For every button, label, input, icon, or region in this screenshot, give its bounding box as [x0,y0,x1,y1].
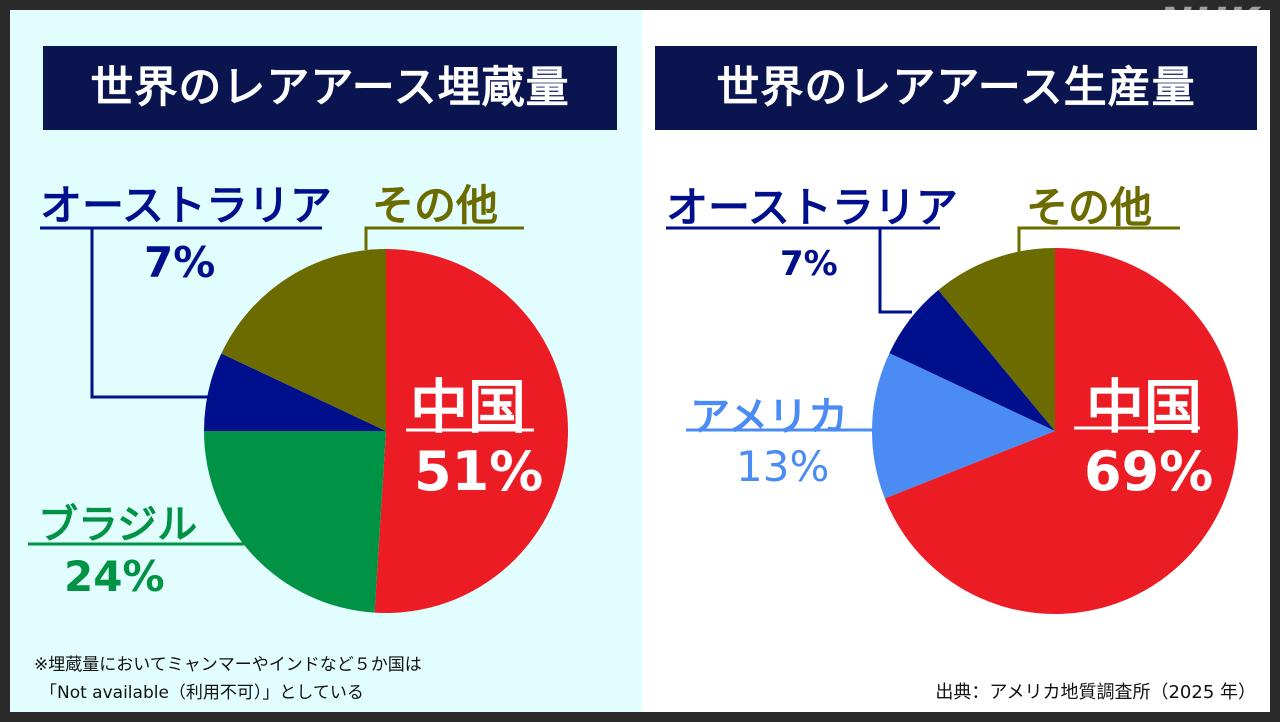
production-title: 世界のレアアース生産量 [655,46,1257,130]
source-citation: 出典：アメリカ地質調査所（2025 年） [935,682,1256,703]
production-pie-chart [666,226,1238,614]
reserves-slice-1 [204,431,386,613]
label-other-reserves: その他 [372,181,499,230]
reserves-leader-lines [28,226,534,546]
leader-line-australia-drop [90,228,210,399]
label-china-production: 中国 [1086,373,1203,441]
reserves-slice-2 [204,353,386,431]
value-brazil-reserves: 24% [64,552,165,601]
production-slice-0 [884,248,1238,614]
reserves-panel: 世界のレアアース埋蔵量 オーストラリア 7% その他 中国 51% ブラジル 2… [10,10,642,712]
label-australia-reserves: オーストラリア [40,181,332,230]
production-slice-1 [872,353,1055,499]
leader-line-other [364,226,524,250]
leader-line-australia-prod-drop [878,228,912,314]
label-other-production: その他 [1026,183,1153,232]
value-china-production: 69% [1084,440,1214,503]
value-australia-production: 7% [780,244,838,284]
value-usa-production: 13% [736,442,830,491]
footnote-line-2: 「Not available（利用不可）」としている [40,683,364,703]
reserves-slice-3 [221,249,386,431]
label-australia-production: オーストラリア [666,183,958,232]
reserves-pie-chart [28,226,568,613]
production-panel: 世界のレアアース生産量 オーストラリア 7% その他 アメリカ 13% 中国 6… [642,10,1270,712]
production-slice-3 [938,248,1055,431]
value-australia-reserves: 7% [144,238,216,287]
footnote-line-1: ※埋蔵量においてミャンマーやインドなど５か国は [34,655,422,675]
production-leader-lines [666,226,1200,432]
leader-line-other-prod [1017,226,1180,260]
reserves-title: 世界のレアアース埋蔵量 [43,46,617,130]
value-china-reserves: 51% [414,440,544,503]
production-slice-2 [889,289,1055,431]
label-china-reserves: 中国 [410,373,527,441]
label-brazil-reserves: ブラジル [38,502,198,548]
label-usa-production: アメリカ [690,394,848,440]
nhk-logo: NHK [1159,0,1260,46]
